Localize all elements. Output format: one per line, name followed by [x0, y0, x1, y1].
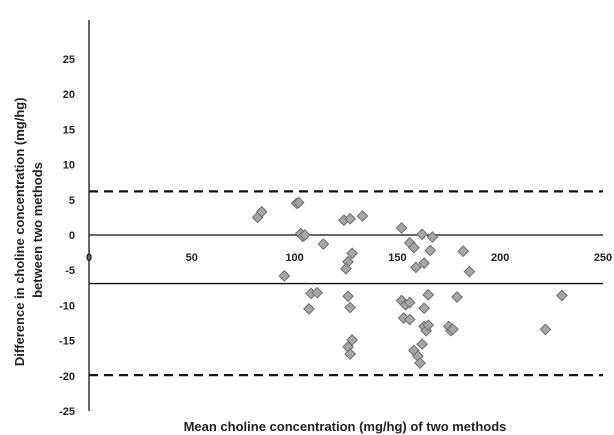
- data-point: [555, 289, 568, 302]
- x-tick-label: 0: [86, 252, 92, 264]
- data-point: [463, 265, 476, 278]
- data-point: [409, 261, 422, 274]
- data-point: [451, 291, 463, 303]
- data-point: [340, 262, 352, 275]
- data-point: [403, 313, 416, 326]
- data-point: [407, 241, 420, 254]
- y-tick-label: 15: [63, 124, 75, 136]
- data-point: [303, 303, 315, 315]
- data-point: [317, 238, 330, 251]
- x-tick-label: 250: [594, 252, 612, 264]
- data-point: [292, 196, 305, 209]
- data-point: [418, 302, 431, 315]
- x-axis-ticks: 0 50 100 150 200 250: [86, 252, 612, 264]
- y-axis-ticks: -25 -20 -15 -10 -5 0 5 10 15 20 25: [59, 54, 75, 418]
- x-tick-label: 200: [491, 252, 509, 264]
- y-tick-label: -10: [59, 300, 75, 312]
- data-point: [278, 269, 291, 282]
- y-tick-label: -25: [59, 406, 75, 418]
- y-tick-label: 0: [69, 230, 75, 242]
- data-point: [422, 319, 435, 332]
- data-point: [342, 290, 354, 303]
- data-point: [426, 231, 439, 244]
- data-point: [344, 212, 357, 225]
- x-tick-label: 50: [186, 252, 198, 264]
- y-axis-title-line-1: Difference in choline concentration (mg/…: [12, 97, 27, 366]
- data-point: [346, 333, 359, 346]
- y-tick-label: 25: [63, 54, 75, 66]
- y-tick-label: -20: [59, 371, 75, 383]
- data-point: [416, 338, 428, 351]
- data-point: [344, 301, 357, 314]
- y-tick-label: 5: [69, 195, 75, 207]
- data-point: [418, 257, 431, 270]
- y-tick-label: -15: [59, 336, 75, 348]
- x-axis-title: Mean choline concentration (mg/hg) of tw…: [184, 419, 507, 434]
- data-points: [251, 196, 568, 370]
- y-tick-label: 20: [63, 89, 75, 101]
- data-point: [539, 323, 552, 336]
- x-tick-label: 100: [285, 252, 303, 264]
- data-point: [298, 229, 311, 241]
- data-point: [414, 357, 426, 370]
- reference-lines: [89, 190, 603, 377]
- y-tick-label: -5: [65, 265, 75, 277]
- x-tick-label: 150: [388, 252, 406, 264]
- data-point: [457, 245, 470, 258]
- data-point: [395, 222, 408, 234]
- data-point: [344, 348, 357, 360]
- y-axis-title: Difference in choline concentration (mg/…: [12, 94, 45, 366]
- data-point: [416, 228, 428, 241]
- data-point: [403, 296, 416, 309]
- data-point: [422, 288, 435, 301]
- y-tick-label: 10: [63, 160, 75, 172]
- data-point: [424, 244, 437, 257]
- data-point: [447, 323, 459, 336]
- data-point: [311, 286, 324, 299]
- data-point: [255, 205, 268, 218]
- data-point: [346, 247, 359, 260]
- y-axis-title-line-2: between two methods: [30, 162, 45, 298]
- data-point: [356, 210, 369, 222]
